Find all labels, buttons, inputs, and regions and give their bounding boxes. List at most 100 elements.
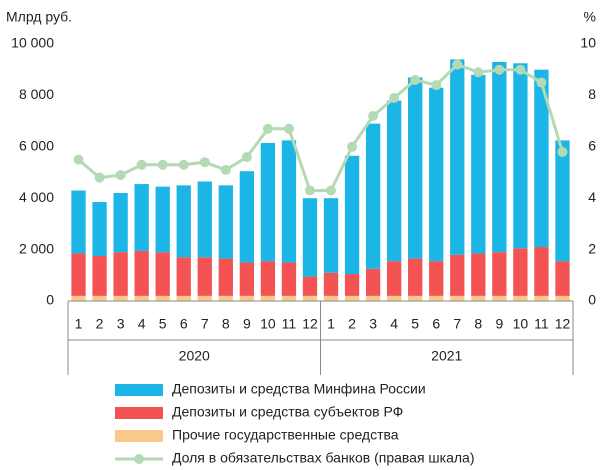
x-tick-label: 6 [432,316,440,332]
bar [344,274,360,296]
bar [218,295,233,301]
legend-swatch [115,407,163,419]
line-marker [262,123,273,134]
x-tick-label: 9 [243,316,251,332]
bar [450,59,465,255]
x-tick-label: 7 [201,316,209,332]
bar [92,295,107,301]
x-tick-label: 12 [555,316,571,332]
bar [92,256,107,296]
line-marker [136,159,147,170]
x-tick-label: 2 [96,316,104,332]
bar [197,181,212,258]
x-tick-label: 5 [159,316,167,332]
y-tick-label: 6 000 [19,138,54,154]
legend-swatch [115,430,163,442]
x-tick-label: 8 [474,316,482,332]
line-marker [115,170,126,181]
bar [239,295,255,301]
y-tick-label: 10 000 [11,35,54,51]
x-tick-label: 3 [369,316,377,332]
y2-tick-label: 2 [588,240,596,256]
bar [323,272,339,296]
y-tick-label: 8 000 [19,86,54,102]
bar [386,100,402,262]
bar [513,248,528,296]
bar [302,198,318,277]
bar [239,262,255,296]
x-tick-label: 11 [282,316,297,332]
x-tick-label: 7 [453,316,461,332]
bar [471,253,486,296]
bar [450,295,465,301]
line-marker [389,92,400,103]
bar [260,295,276,301]
line-marker [241,152,252,163]
bar [113,295,128,301]
line-marker [536,77,547,88]
y-tick-label: 2 000 [19,240,54,256]
y2-tick-label: 6 [588,138,596,154]
bar [471,74,486,254]
y-axis-label: Млрд руб. [6,9,72,25]
bar [155,295,170,301]
bar [386,295,402,301]
bar [176,295,191,301]
bar [134,184,149,251]
bar [471,295,486,301]
line-marker [157,159,168,170]
line-marker [452,59,463,70]
bar [92,202,107,257]
bar [429,87,444,262]
bar [365,268,381,296]
bar [534,247,549,296]
x-tick-label: 4 [138,316,146,332]
line-marker [73,154,84,165]
x-tick-label: 10 [513,316,529,332]
bar [281,262,297,296]
line-marker [94,172,105,183]
x-tick-label: 10 [260,316,276,332]
bar [302,295,318,301]
bar [134,250,149,296]
bar [450,254,465,296]
bar [197,257,212,296]
legend-swatch [115,384,163,396]
bar [155,252,170,296]
bar [555,295,570,301]
bar [260,261,276,296]
group-label: 2020 [179,348,210,364]
legend-label: Прочие государственные средства [172,427,399,443]
line-marker [220,164,231,175]
x-tick-label: 12 [302,316,318,332]
bar [71,190,86,254]
bar [134,295,149,301]
line-marker [557,146,568,157]
line-marker [326,185,337,196]
legend-label: Депозиты и средства субъектов РФ [172,404,403,420]
line-marker [283,123,294,134]
bar [513,63,528,249]
line-marker [304,185,315,196]
bar [260,142,276,262]
bar [113,193,128,253]
bar [344,295,360,301]
x-tick-label: 11 [534,316,549,332]
x-tick-label: 1 [75,316,83,332]
bar [534,69,549,248]
x-tick-label: 8 [222,316,230,332]
line-marker [473,67,484,78]
bar [555,140,570,262]
bar [281,295,297,301]
line-marker [368,110,379,121]
legend-label: Депозиты и средства Минфина России [172,381,426,397]
line-marker [199,157,210,168]
y-tick-label: 4 000 [19,189,54,205]
bar [176,185,191,258]
group-label: 2021 [431,348,462,364]
x-tick-label: 1 [327,316,335,332]
x-tick-label: 4 [390,316,398,332]
line-marker [178,159,189,170]
bar [534,295,549,301]
line-marker [515,64,526,75]
